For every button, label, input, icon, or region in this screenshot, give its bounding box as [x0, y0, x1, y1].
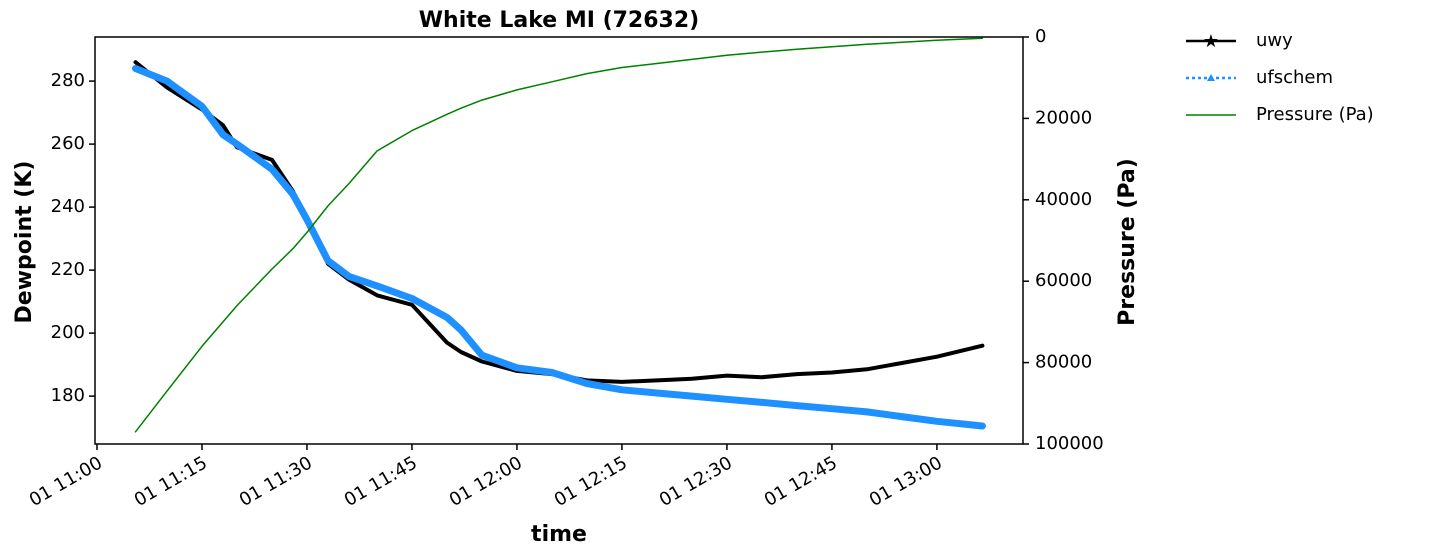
legend-label: uwy: [1256, 30, 1293, 51]
plot-frame: [94, 36, 1024, 445]
y2-tick-label: 100000: [1035, 433, 1104, 454]
x-tick-label: 01 11:00: [26, 452, 106, 510]
y-axis-label: Dewpoint (K): [12, 161, 37, 324]
y2-tick-label: 80000: [1035, 352, 1092, 373]
x-tick-label: 01 11:15: [131, 452, 211, 510]
y-tick-label: 280: [51, 70, 85, 91]
y-tick-label: 180: [51, 385, 85, 406]
legend-marker: [1207, 74, 1215, 81]
x-tick-label: 01 12:30: [656, 452, 736, 510]
legend-label: ufschem: [1256, 67, 1333, 88]
x-tick-label: 01 12:15: [551, 452, 631, 510]
y-tick-label: 260: [51, 133, 85, 154]
legend-label: Pressure (Pa): [1256, 104, 1374, 125]
y-tick-label: 200: [51, 322, 85, 343]
chart-title: White Lake MI (72632): [419, 8, 699, 33]
x-tick-label: 01 11:45: [341, 452, 421, 510]
x-tick-label: 01 12:00: [446, 452, 526, 510]
series-line: [132, 65, 986, 430]
y-tick-label: 240: [51, 196, 85, 217]
y2-tick-label: 0: [1035, 26, 1046, 47]
y-tick-label: 220: [51, 259, 85, 280]
y2-tick-label: 60000: [1035, 270, 1092, 291]
y2-tick-label: 20000: [1035, 107, 1092, 128]
legend-marker: ★: [1203, 31, 1219, 52]
x-tick-label: 01 12:45: [761, 452, 841, 510]
x-tick-label: 01 11:30: [236, 452, 316, 510]
x-tick-label: 01 13:00: [866, 452, 946, 510]
x-axis-label: time: [531, 522, 587, 547]
series-line: [134, 37, 984, 433]
series-line: [133, 60, 985, 384]
y2-tick-label: 40000: [1035, 189, 1092, 210]
y2-axis-label: Pressure (Pa): [1115, 158, 1140, 326]
